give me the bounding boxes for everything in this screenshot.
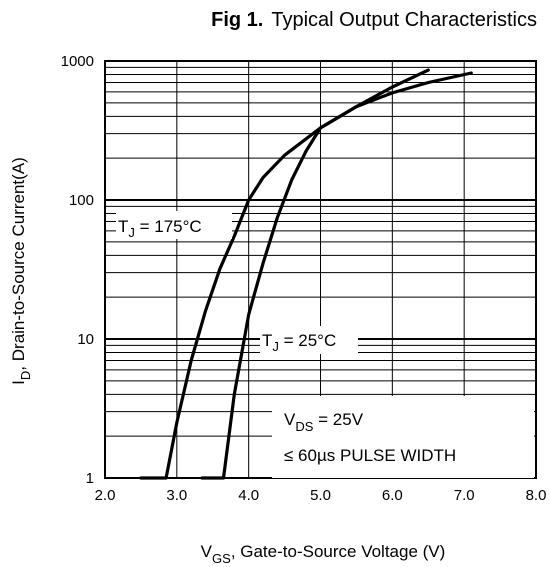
- x-axis-label-sub: GS: [212, 551, 231, 566]
- series-label-175-main: T: [118, 217, 128, 236]
- x-tick-label: 8.0: [526, 487, 547, 504]
- svg-text:TJ = 175°C: TJ = 175°C: [118, 217, 202, 240]
- y-axis-label-main: I: [9, 380, 28, 385]
- figure-title: Typical Output Characteristics: [271, 9, 537, 31]
- x-axis-label-main: V: [201, 542, 213, 561]
- chart-title: Fig 1. Typical Output Characteristics: [211, 9, 537, 31]
- y-tick-label: 100: [69, 192, 94, 209]
- y-axis-label-sub: D: [18, 371, 33, 380]
- series-label-175-sub: J: [128, 225, 135, 240]
- test-conditions-annotation: VDS = 25V ≤ 60µs PULSE WIDTH: [272, 396, 534, 478]
- series-line-tj-25c: [200, 71, 473, 480]
- series-label-175-rest: = 175°C: [135, 217, 202, 236]
- x-tick-label: 2.0: [95, 487, 116, 504]
- figure-label: Fig 1.: [211, 9, 263, 31]
- x-tick-label: 6.0: [382, 487, 403, 504]
- x-tick-label: 4.0: [238, 487, 259, 504]
- x-tick-label: 3.0: [166, 487, 187, 504]
- x-axis-label-rest: , Gate-to-Source Voltage (V): [231, 542, 446, 561]
- series-layer: [139, 68, 473, 480]
- vds-label-rest: = 25V: [313, 410, 363, 429]
- vds-label-sub: DS: [295, 419, 313, 434]
- svg-text:TJ = 25°C: TJ = 25°C: [262, 331, 336, 354]
- series-label-25-rest: = 25°C: [279, 331, 336, 350]
- series-label-25-main: T: [262, 331, 272, 350]
- series-label-25-sub: J: [272, 339, 279, 354]
- series-label-175: TJ = 175°C: [116, 211, 232, 240]
- tick-labels: 2.0 3.0 4.0 5.0 6.0 7.0 8.0 1 10 100 1000: [61, 53, 547, 504]
- y-tick-label: 1: [86, 470, 94, 487]
- x-axis-label: VGS, Gate-to-Source Voltage (V): [201, 542, 446, 566]
- y-tick-label: 10: [77, 331, 94, 348]
- y-tick-label: 1000: [61, 53, 94, 70]
- y-axis-label-rest: , Drain-to-Source Current(A): [9, 157, 28, 371]
- x-tick-label: 7.0: [454, 487, 475, 504]
- y-axis-label: ID, Drain-to-Source Current(A): [9, 157, 33, 385]
- pulse-width-label: ≤ 60µs PULSE WIDTH: [284, 446, 456, 465]
- series-label-25: TJ = 25°C: [260, 326, 358, 354]
- vds-label-main: V: [284, 410, 296, 429]
- svg-text:VDS = 25V: VDS = 25V: [284, 410, 364, 434]
- x-tick-label: 5.0: [310, 487, 331, 504]
